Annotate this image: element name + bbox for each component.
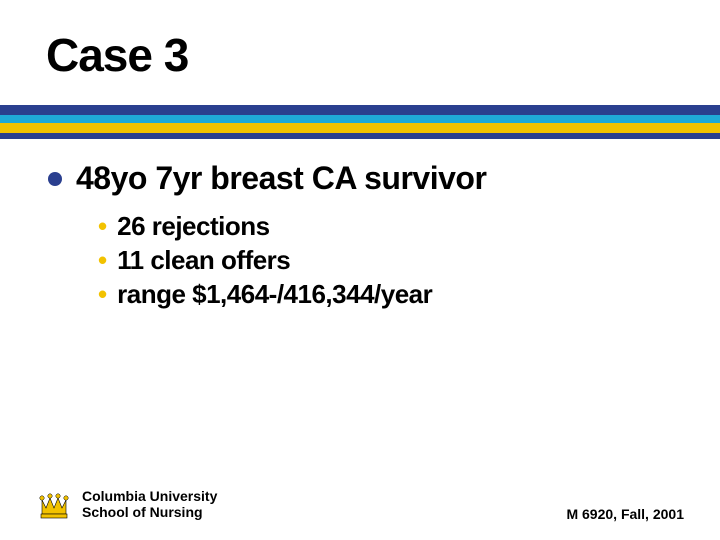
slide: Case 3 48yo 7yr breast CA survivor • 26 …	[0, 0, 720, 540]
bullet-dot-icon	[48, 172, 62, 186]
stripe-4	[0, 133, 720, 139]
stripe-2	[0, 115, 720, 123]
main-bullet: 48yo 7yr breast CA survivor	[48, 160, 486, 197]
school-line-2: School of Nursing	[82, 504, 217, 520]
footer: Columbia University School of Nursing M …	[0, 486, 720, 522]
sub-bullet-text: 11 clean offers	[117, 244, 290, 276]
crown-icon	[36, 486, 72, 522]
slide-title: Case 3	[46, 28, 188, 82]
school-line-1: Columbia University	[82, 488, 217, 504]
sub-bullet-dot-icon: •	[98, 278, 107, 310]
course-info: M 6920, Fall, 2001	[566, 506, 684, 522]
stripe-3	[0, 123, 720, 133]
sub-bullet-item: • 11 clean offers	[98, 244, 432, 276]
divider-stripes	[0, 105, 720, 139]
stripe-1	[0, 105, 720, 115]
sub-bullet-list: • 26 rejections • 11 clean offers • rang…	[98, 210, 432, 312]
main-bullet-text: 48yo 7yr breast CA survivor	[76, 160, 486, 197]
school-name: Columbia University School of Nursing	[82, 488, 217, 520]
sub-bullet-item: • range $1,464-/416,344/year	[98, 278, 432, 310]
sub-bullet-text: 26 rejections	[117, 210, 269, 242]
sub-bullet-dot-icon: •	[98, 210, 107, 242]
sub-bullet-dot-icon: •	[98, 244, 107, 276]
footer-left: Columbia University School of Nursing	[36, 486, 217, 522]
sub-bullet-text: range $1,464-/416,344/year	[117, 278, 432, 310]
sub-bullet-item: • 26 rejections	[98, 210, 432, 242]
